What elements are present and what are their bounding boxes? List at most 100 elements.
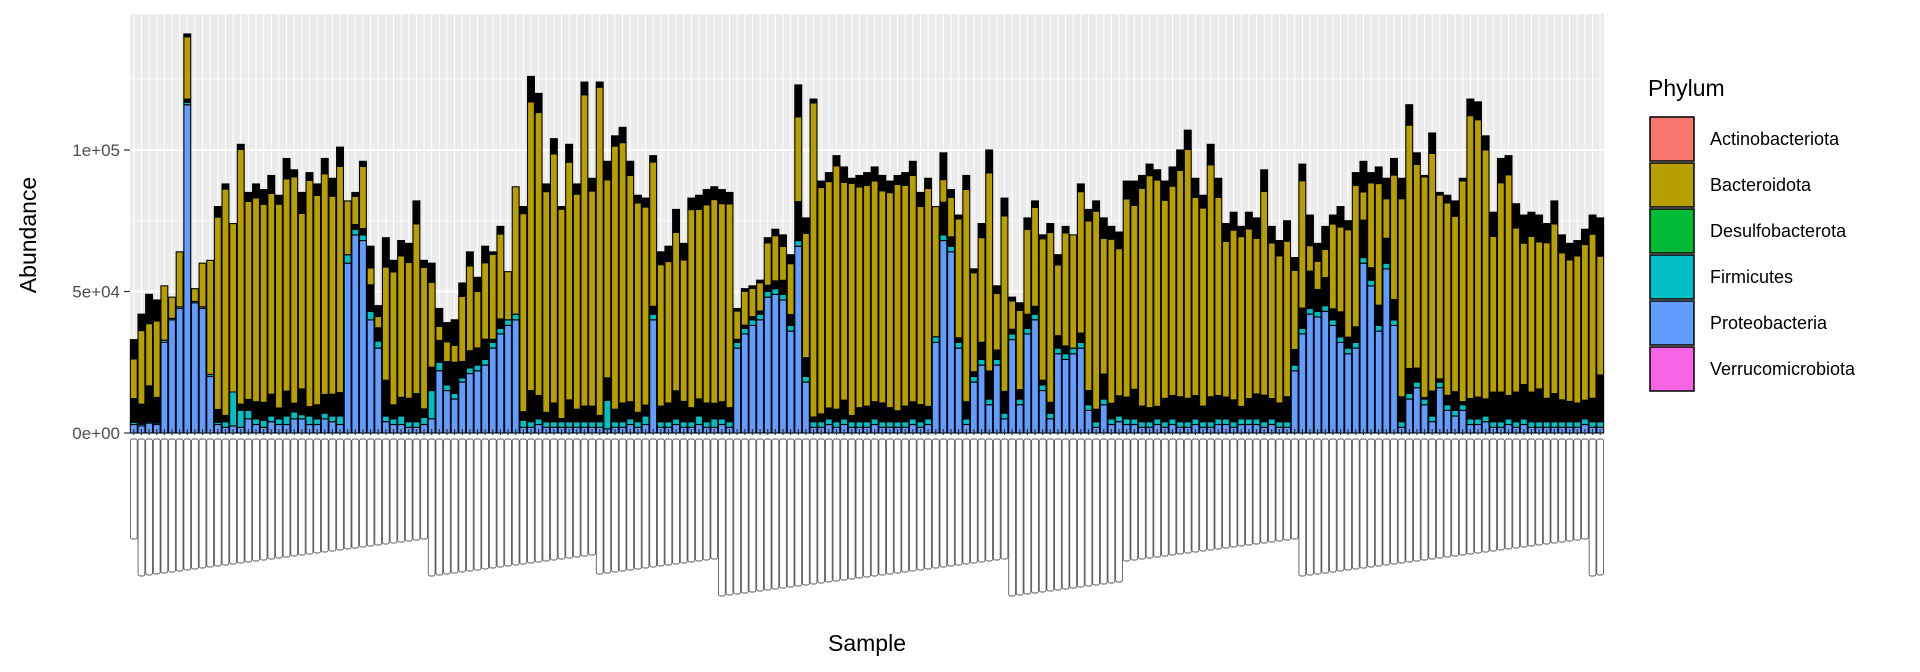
- bar-segment-firmicutes: [1374, 324, 1383, 332]
- x-tick-label: [733, 438, 742, 595]
- bar-segment-other: [794, 201, 803, 242]
- bar-segment-other: [1565, 242, 1574, 261]
- bar-segment-other: [595, 414, 604, 423]
- bar-segment-bacteroidota: [1588, 233, 1597, 399]
- bar-segment-other: [450, 361, 459, 394]
- bar-segment-firmicutes: [1053, 347, 1062, 355]
- x-tick-label: [1260, 438, 1268, 544]
- bar-segment-firmicutes: [252, 418, 261, 426]
- bar-segment-firmicutes: [305, 415, 314, 426]
- bar-segment-proteobacteria: [374, 347, 383, 434]
- bar-segment-firmicutes: [840, 418, 849, 426]
- bar-segment-other: [740, 288, 749, 292]
- bar-segment-other: [145, 293, 154, 325]
- bar-sample-37: [404, 242, 413, 434]
- bar-sample-168: [1405, 104, 1414, 434]
- x-tick-label: [1023, 438, 1032, 595]
- bar-segment-bacteroidota: [1451, 215, 1460, 393]
- bar-segment-proteobacteria: [435, 370, 444, 434]
- bar-segment-other: [290, 402, 299, 413]
- bar-segment-proteobacteria: [351, 234, 360, 434]
- bar-segment-firmicutes: [1305, 307, 1314, 315]
- bar-segment-proteobacteria: [1099, 404, 1108, 434]
- bar-segment-firmicutes: [458, 377, 467, 383]
- x-tick-label: [458, 438, 467, 573]
- bar-segment-bacteroidota: [595, 86, 604, 417]
- bar-sample-9: [190, 288, 199, 434]
- bar-sample-101: [893, 174, 902, 434]
- bar-sample-47: [481, 245, 490, 434]
- bar-segment-other: [756, 279, 765, 284]
- y-axis-title: Abundance: [15, 177, 41, 293]
- bar-sample-167: [1397, 177, 1406, 434]
- bar-sample-97: [863, 172, 871, 434]
- bar-segment-firmicutes: [1061, 353, 1070, 360]
- bar-segment-other: [213, 408, 222, 423]
- bar-segment-bacteroidota: [1084, 220, 1093, 392]
- bar-segment-other: [389, 404, 398, 420]
- bar-segment-other: [1389, 157, 1398, 176]
- bar-segment-bacteroidota: [481, 262, 490, 340]
- x-tick-label: [1367, 438, 1375, 568]
- bar-segment-other: [526, 75, 535, 103]
- bar-segment-other: [549, 402, 558, 423]
- bar-segment-firmicutes: [641, 415, 650, 426]
- bar-segment-other: [1405, 104, 1414, 126]
- x-tick-label: [962, 438, 971, 565]
- bar-segment-bacteroidota: [786, 263, 795, 316]
- bar-sample-120: [1038, 234, 1047, 434]
- bar-segment-other: [748, 285, 757, 289]
- x-tick-label: [672, 438, 680, 565]
- x-tick-label: [1290, 438, 1299, 540]
- bar-segment-other: [870, 401, 879, 420]
- bar-segment-firmicutes: [1359, 256, 1368, 264]
- bar-sample-95: [847, 177, 856, 434]
- bar-segment-other: [313, 404, 322, 420]
- bar-segment-firmicutes: [1023, 327, 1032, 335]
- bar-segment-proteobacteria: [992, 364, 1001, 434]
- bar-segment-bacteroidota: [672, 231, 681, 392]
- x-tick-label: [313, 438, 321, 554]
- legend: Phylum Actinobacteriota Bacteroidota Desul…: [1648, 75, 1856, 392]
- bar-segment-other: [1260, 394, 1269, 423]
- bar-segment-firmicutes: [1130, 418, 1139, 426]
- bar-segment-firmicutes: [420, 416, 429, 426]
- bar-segment-bacteroidota: [1573, 255, 1582, 404]
- bar-segment-other: [687, 407, 696, 423]
- bar-segment-bacteroidota: [717, 203, 726, 403]
- x-tick-label: [336, 438, 344, 551]
- bar-sample-57: [557, 206, 566, 434]
- bar-segment-other: [1565, 400, 1574, 423]
- x-tick-label: [1359, 438, 1368, 569]
- bar-segment-other: [801, 217, 810, 234]
- bar-segment-other: [1252, 217, 1261, 239]
- x-tick-label: [779, 438, 787, 589]
- bar-segment-proteobacteria: [1023, 333, 1032, 434]
- bar-segment-bacteroidota: [1046, 231, 1055, 403]
- bar-segment-bacteroidota: [916, 205, 925, 406]
- bar-segment-bacteroidota: [412, 223, 421, 395]
- bar-segment-other: [969, 268, 978, 274]
- bar-sample-127: [1092, 200, 1101, 434]
- bar-segment-firmicutes: [710, 418, 719, 428]
- x-tick-label: [466, 438, 474, 572]
- x-tick-label: [740, 438, 749, 594]
- legend-label: Bacteroidota: [1710, 175, 1812, 195]
- bar-sample-100: [885, 180, 894, 434]
- x-tick-label: [924, 438, 932, 570]
- bar-segment-other: [1504, 394, 1513, 420]
- bar-segment-firmicutes: [595, 421, 604, 428]
- bar-sample-2: [137, 313, 146, 434]
- bar-segment-other: [336, 392, 345, 417]
- bar-segment-firmicutes: [1451, 409, 1460, 417]
- bar-sample-93: [832, 155, 841, 434]
- bar-segment-other: [710, 186, 719, 201]
- bar-segment-other: [381, 379, 390, 417]
- bar-segment-firmicutes: [855, 421, 864, 428]
- bar-segment-firmicutes: [442, 384, 451, 392]
- x-tick-label: [702, 438, 711, 561]
- bar-segment-other: [1252, 393, 1261, 420]
- bar-segment-proteobacteria: [931, 341, 940, 434]
- bar-segment-firmicutes: [1535, 421, 1544, 428]
- x-tick-label: [947, 438, 955, 567]
